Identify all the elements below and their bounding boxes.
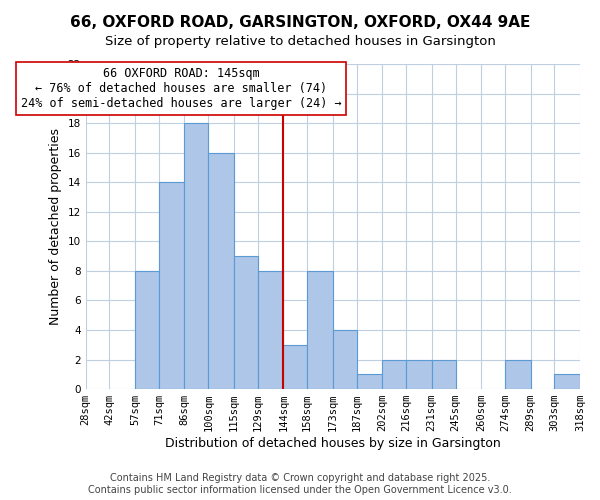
Text: 66, OXFORD ROAD, GARSINGTON, OXFORD, OX44 9AE: 66, OXFORD ROAD, GARSINGTON, OXFORD, OX4… — [70, 15, 530, 30]
Bar — [184, 123, 208, 389]
Bar — [234, 256, 258, 389]
Bar — [431, 360, 455, 389]
Bar — [382, 360, 406, 389]
Bar — [406, 360, 431, 389]
X-axis label: Distribution of detached houses by size in Garsington: Distribution of detached houses by size … — [165, 437, 500, 450]
Text: Contains HM Land Registry data © Crown copyright and database right 2025.
Contai: Contains HM Land Registry data © Crown c… — [88, 474, 512, 495]
Bar — [208, 152, 234, 389]
Bar — [135, 271, 159, 389]
Bar — [356, 374, 382, 389]
Bar — [307, 271, 333, 389]
Text: Size of property relative to detached houses in Garsington: Size of property relative to detached ho… — [104, 35, 496, 48]
Y-axis label: Number of detached properties: Number of detached properties — [49, 128, 62, 325]
Bar — [258, 271, 283, 389]
Bar — [159, 182, 184, 389]
Bar — [505, 360, 530, 389]
Bar — [333, 330, 356, 389]
Bar — [283, 345, 307, 389]
Bar — [554, 374, 580, 389]
Text: 66 OXFORD ROAD: 145sqm
← 76% of detached houses are smaller (74)
24% of semi-det: 66 OXFORD ROAD: 145sqm ← 76% of detached… — [20, 67, 341, 110]
